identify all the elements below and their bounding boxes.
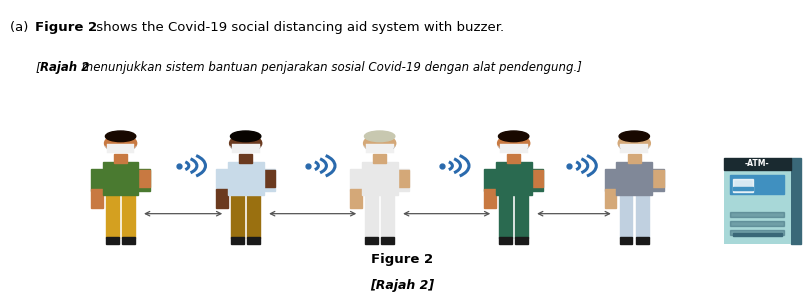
Bar <box>619 237 632 243</box>
Bar <box>231 195 243 238</box>
Bar <box>247 237 259 243</box>
Bar <box>499 195 512 238</box>
Bar <box>789 157 801 243</box>
Bar <box>106 195 119 238</box>
Bar <box>604 189 616 208</box>
Bar <box>732 179 752 192</box>
Bar <box>361 162 397 195</box>
Bar <box>365 144 393 153</box>
Text: Figure 2: Figure 2 <box>35 21 97 34</box>
Text: [: [ <box>35 61 40 74</box>
Ellipse shape <box>230 131 260 142</box>
Bar <box>732 187 752 189</box>
Bar <box>729 175 784 194</box>
Bar <box>227 162 263 195</box>
Bar <box>507 154 520 162</box>
Text: [Rajah 2]: [Rajah 2] <box>369 279 434 292</box>
Bar <box>106 237 119 243</box>
Ellipse shape <box>618 135 650 152</box>
Bar <box>138 170 150 187</box>
Bar <box>350 189 361 208</box>
Bar <box>396 169 409 191</box>
Bar <box>122 237 135 243</box>
Bar <box>373 154 385 162</box>
Bar <box>263 169 275 191</box>
Bar <box>729 212 784 217</box>
Ellipse shape <box>230 135 262 152</box>
Bar <box>499 144 527 153</box>
Bar <box>365 195 377 238</box>
Text: (a): (a) <box>10 21 33 34</box>
Bar <box>239 154 251 162</box>
Bar <box>365 237 377 243</box>
Bar <box>635 237 648 243</box>
Bar <box>620 144 647 153</box>
Bar <box>103 162 138 195</box>
Bar <box>531 170 543 187</box>
Bar <box>107 144 134 153</box>
Bar <box>381 237 393 243</box>
Bar <box>483 189 495 208</box>
Bar <box>381 195 393 238</box>
Bar <box>723 157 789 243</box>
Bar <box>91 169 104 191</box>
Text: Figure 2: Figure 2 <box>370 253 433 266</box>
Bar <box>499 237 512 243</box>
Bar <box>231 144 259 153</box>
Bar <box>397 170 409 187</box>
Ellipse shape <box>498 131 528 142</box>
Bar <box>231 237 243 243</box>
Ellipse shape <box>363 135 395 152</box>
Text: menunjukkan sistem bantuan penjarakan sosial Covid-19 dengan alat pendengung.]: menunjukkan sistem bantuan penjarakan so… <box>78 61 581 74</box>
Text: -ATM-: -ATM- <box>744 159 768 168</box>
Bar <box>723 157 789 170</box>
Bar <box>650 169 663 191</box>
Bar <box>483 169 496 191</box>
Bar <box>604 169 617 191</box>
Bar <box>732 233 781 236</box>
Bar <box>495 162 531 195</box>
Bar <box>515 237 528 243</box>
Bar <box>651 170 663 187</box>
Bar <box>114 154 127 162</box>
Ellipse shape <box>364 131 394 142</box>
Bar <box>515 195 528 238</box>
Bar <box>216 169 228 191</box>
Text: shows the Covid-19 social distancing aid system with buzzer.: shows the Covid-19 social distancing aid… <box>92 21 504 34</box>
Bar <box>619 195 632 238</box>
Text: Rajah 2: Rajah 2 <box>40 61 89 74</box>
Bar <box>635 195 648 238</box>
Ellipse shape <box>497 135 529 152</box>
Ellipse shape <box>618 131 649 142</box>
Bar <box>137 169 150 191</box>
Bar <box>616 162 651 195</box>
Bar <box>247 195 259 238</box>
Bar <box>350 169 362 191</box>
Bar <box>729 230 784 235</box>
Bar <box>216 189 227 208</box>
Bar <box>263 170 275 187</box>
Bar <box>91 189 103 208</box>
Bar <box>729 221 784 226</box>
Bar <box>530 169 543 191</box>
Bar <box>627 154 640 162</box>
Ellipse shape <box>104 135 137 152</box>
Bar <box>122 195 135 238</box>
Ellipse shape <box>105 131 136 142</box>
